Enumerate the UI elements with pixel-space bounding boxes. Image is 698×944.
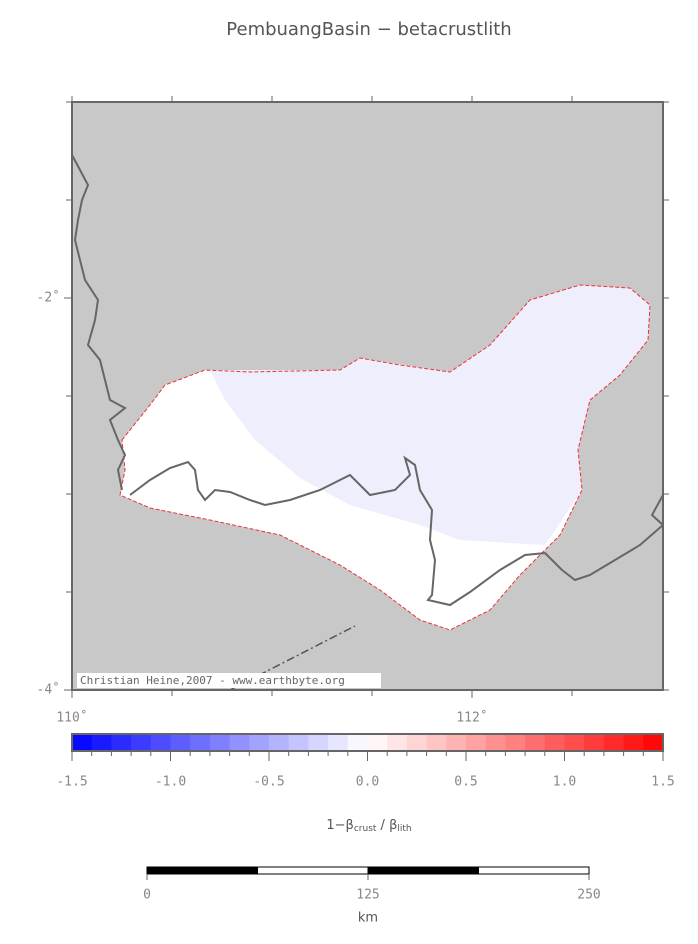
colorbar-box — [367, 734, 388, 751]
colorbar-tick-label: -1.0 — [155, 775, 186, 790]
y-tick-label: -4˚ — [37, 682, 60, 698]
coastline — [650, 494, 664, 526]
scalebar-segment — [478, 866, 590, 875]
label-part: / β — [376, 818, 397, 833]
colorbar-box — [209, 734, 231, 751]
title: PembuangBasin − betacrustlith — [226, 19, 511, 40]
colorbar-box — [387, 734, 408, 751]
colorbar-box — [603, 734, 625, 751]
colorbar-box — [584, 734, 605, 751]
x-tick-label: 112˚ — [456, 710, 487, 726]
positive-region — [210, 285, 650, 545]
colorbar-box — [505, 734, 526, 751]
label-part: lith — [397, 824, 411, 834]
scalebar-segment — [146, 866, 258, 875]
colorbar-box — [111, 734, 132, 751]
colorbar-box — [525, 734, 546, 751]
colorbar-box — [288, 734, 309, 751]
colorbar-box — [308, 734, 329, 751]
colorbar-tick-label: 1.0 — [553, 775, 576, 790]
colorbar-box — [229, 734, 250, 751]
colorbar-label: 1−βcrust / βlith — [326, 818, 411, 834]
coastlines — [71, 154, 664, 607]
coastline — [71, 154, 127, 491]
credit: Christian Heine,2007 - www.earthbyte.org — [80, 674, 345, 687]
y-tick-label: -2˚ — [37, 290, 60, 306]
label-part: 1−β — [326, 818, 353, 833]
colorbar-box — [328, 734, 349, 751]
credit-box — [77, 673, 381, 688]
scalebar-segment — [257, 866, 369, 875]
colorbar-box — [249, 734, 270, 751]
colorbar-tick-label: 0.0 — [356, 775, 379, 790]
colorbar-box — [91, 734, 112, 751]
colorbar-box — [564, 734, 585, 751]
scalebar-tick-label: 0 — [143, 888, 151, 903]
colorbar-box — [269, 734, 290, 751]
colorbar-box — [347, 734, 368, 751]
colorbar-box — [150, 734, 171, 751]
colorbar-box — [466, 734, 487, 751]
map: Christian Heine,2007 - www.earthbyte.org — [71, 101, 664, 691]
colorbar-tick-label: 0.5 — [454, 775, 477, 790]
colorbar-box — [190, 734, 211, 751]
colorbar-tick-label: -1.5 — [56, 775, 87, 790]
colorbar-box — [544, 734, 565, 751]
river — [129, 455, 664, 607]
scalebar-tick-label: 125 — [356, 888, 379, 903]
colorbar-tick-label: -0.5 — [253, 775, 284, 790]
x-tick-label: 110˚ — [56, 710, 87, 726]
basin-outline — [119, 284, 651, 631]
colorbar-tick-label: 1.5 — [651, 775, 674, 790]
colorbar-box — [623, 734, 644, 751]
label-part: crust — [354, 824, 377, 834]
colorbar-box — [485, 734, 506, 751]
colorbar-box — [426, 734, 447, 751]
colorbar-box — [446, 734, 467, 751]
colorbar-box — [406, 734, 428, 751]
scalebar-label: km — [358, 911, 378, 926]
colorbar-box — [170, 734, 191, 751]
colorbar-box — [72, 734, 93, 751]
scalebar-tick-label: 250 — [577, 888, 600, 903]
colorbar-box — [643, 734, 664, 751]
colorbar-box — [131, 734, 152, 751]
scalebar-segment — [367, 866, 479, 875]
